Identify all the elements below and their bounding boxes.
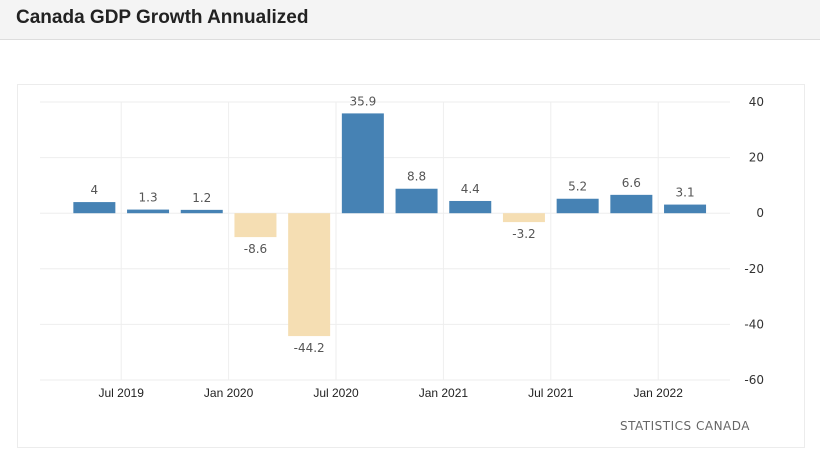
- y-tick-label: -40: [744, 317, 764, 331]
- x-axis-ticks: Jul 2019 Jan 2020 Jul 2020 Jan 2021 Jul 2021…: [99, 386, 684, 400]
- value-label: 6.6: [622, 176, 641, 190]
- y-tick-label: 20: [749, 151, 764, 165]
- bar-2022-q1: [664, 204, 707, 214]
- x-tick-label: Jul 2021: [528, 386, 574, 400]
- value-label: 4.4: [461, 182, 480, 196]
- y-tick-label: 0: [756, 206, 764, 220]
- value-label: 5.2: [568, 180, 587, 194]
- bar-2020-q2: [288, 213, 331, 337]
- value-label: -3.2: [512, 227, 535, 241]
- y-tick-label: -20: [744, 262, 764, 276]
- y-tick-label: 40: [749, 95, 764, 109]
- bar-2021-q1: [449, 200, 492, 214]
- x-tick-label: Jan 2020: [204, 386, 254, 400]
- chart-panel: [17, 84, 805, 448]
- value-label: -44.2: [294, 341, 325, 355]
- value-label: -8.6: [244, 242, 267, 256]
- page-title: Canada GDP Growth Annualized: [16, 7, 309, 28]
- value-labels: 4 1.3 1.2 -8.6 -44.2 35.9 8.8 4.4 -3.2 5.2 6.6 3.1: [91, 94, 695, 355]
- source-label: STATISTICS CANADA: [620, 419, 750, 433]
- bar-2019-q3: [127, 209, 170, 214]
- value-label: 4: [91, 183, 99, 197]
- y-tick-label: -60: [744, 373, 764, 387]
- value-label: 1.2: [192, 191, 211, 205]
- value-label: 3.1: [676, 186, 695, 200]
- grid-lines: [40, 101, 730, 381]
- bar-2021-q4: [610, 194, 653, 214]
- x-tick-label: Jan 2021: [419, 386, 469, 400]
- y-axis-ticks: 40 20 0 -20 -40 -60: [744, 95, 764, 387]
- bar-2020-q4: [395, 188, 438, 214]
- bar-2021-q3: [556, 198, 599, 214]
- value-label: 35.9: [349, 94, 376, 108]
- value-label: 1.3: [139, 191, 158, 205]
- bars: [73, 113, 707, 337]
- x-tick-label: Jan 2022: [634, 386, 684, 400]
- x-tick-label: Jul 2019: [99, 386, 145, 400]
- x-tick-label: Jul 2020: [313, 386, 359, 400]
- bar-2019-q4: [180, 209, 223, 214]
- bar-2019-q2: [73, 202, 116, 214]
- chart-header: Canada GDP Growth Annualized: [0, 0, 820, 40]
- bar-2020-q1: [234, 213, 277, 238]
- bar-2021-q2: [502, 213, 545, 223]
- bar-2020-q3: [341, 113, 384, 214]
- value-label: 8.8: [407, 170, 426, 184]
